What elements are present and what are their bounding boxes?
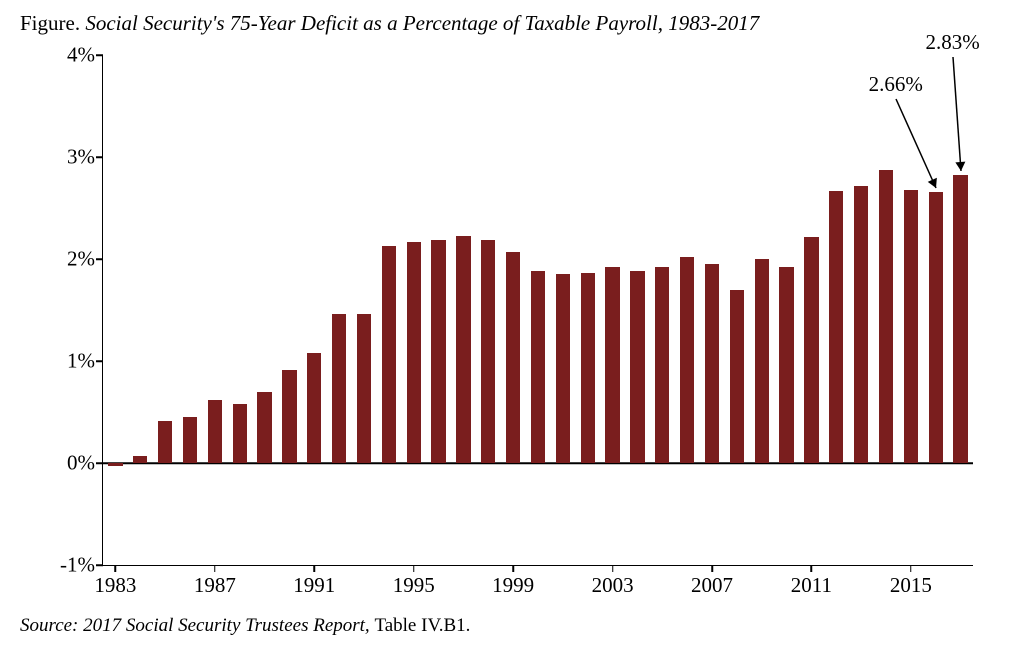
bar: [208, 400, 222, 463]
bar: [680, 257, 694, 463]
bar: [382, 246, 396, 463]
source-note: Source: 2017 Social Security Trustees Re…: [20, 615, 1004, 637]
bar: [705, 264, 719, 463]
bar: [282, 370, 296, 463]
bar: [755, 259, 769, 463]
bar: [158, 421, 172, 463]
xtick-label: 1987: [194, 565, 236, 598]
ytick-label: 3%: [67, 145, 103, 170]
bar: [332, 314, 346, 463]
xtick-label: 2007: [691, 565, 733, 598]
bar: [556, 274, 570, 464]
source-plain: Table IV.B1.: [374, 615, 470, 636]
bar: [233, 404, 247, 463]
bar: [183, 417, 197, 463]
bar: [929, 192, 943, 463]
bar: [854, 186, 868, 463]
source-italic: Source: 2017 Social Security Trustees Re…: [20, 615, 374, 636]
bar: [407, 242, 421, 463]
bar: [257, 392, 271, 463]
bar-chart: -1%0%1%2%3%4%198319871991199519992003200…: [32, 45, 992, 605]
bar: [133, 456, 147, 463]
annotation-arrow: [886, 89, 946, 198]
xtick-label: 2003: [592, 565, 634, 598]
xtick-label: 1999: [492, 565, 534, 598]
bar: [456, 236, 470, 463]
bar: [581, 273, 595, 464]
bar: [953, 175, 967, 464]
figure-title: Figure. Social Security's 75-Year Defici…: [20, 10, 1004, 37]
figure-title-prefix: Figure.: [20, 11, 85, 35]
bar: [307, 353, 321, 463]
bar: [904, 190, 918, 463]
bar: [879, 170, 893, 464]
bar: [779, 267, 793, 463]
bar: [630, 271, 644, 464]
ytick-label: 1%: [67, 349, 103, 374]
xtick-label: 1995: [393, 565, 435, 598]
xtick-label: 1991: [293, 565, 335, 598]
bar: [531, 271, 545, 464]
bar: [506, 252, 520, 463]
bar: [108, 463, 122, 466]
ytick-label: 0%: [67, 451, 103, 476]
bar: [481, 240, 495, 463]
xtick-label: 2015: [890, 565, 932, 598]
bar: [829, 191, 843, 463]
bar: [730, 290, 744, 463]
xtick-label: 1983: [94, 565, 136, 598]
bar: [431, 240, 445, 463]
bar: [357, 314, 371, 463]
bar: [804, 237, 818, 463]
annotation-arrow: [943, 47, 971, 181]
plot-area: -1%0%1%2%3%4%198319871991199519992003200…: [102, 55, 973, 566]
bar: [655, 267, 669, 463]
figure-title-text: Social Security's 75-Year Deficit as a P…: [85, 11, 759, 35]
bar: [605, 267, 619, 463]
xtick-label: 2011: [791, 565, 832, 598]
ytick-label: 2%: [67, 247, 103, 272]
ytick-label: 4%: [67, 43, 103, 68]
